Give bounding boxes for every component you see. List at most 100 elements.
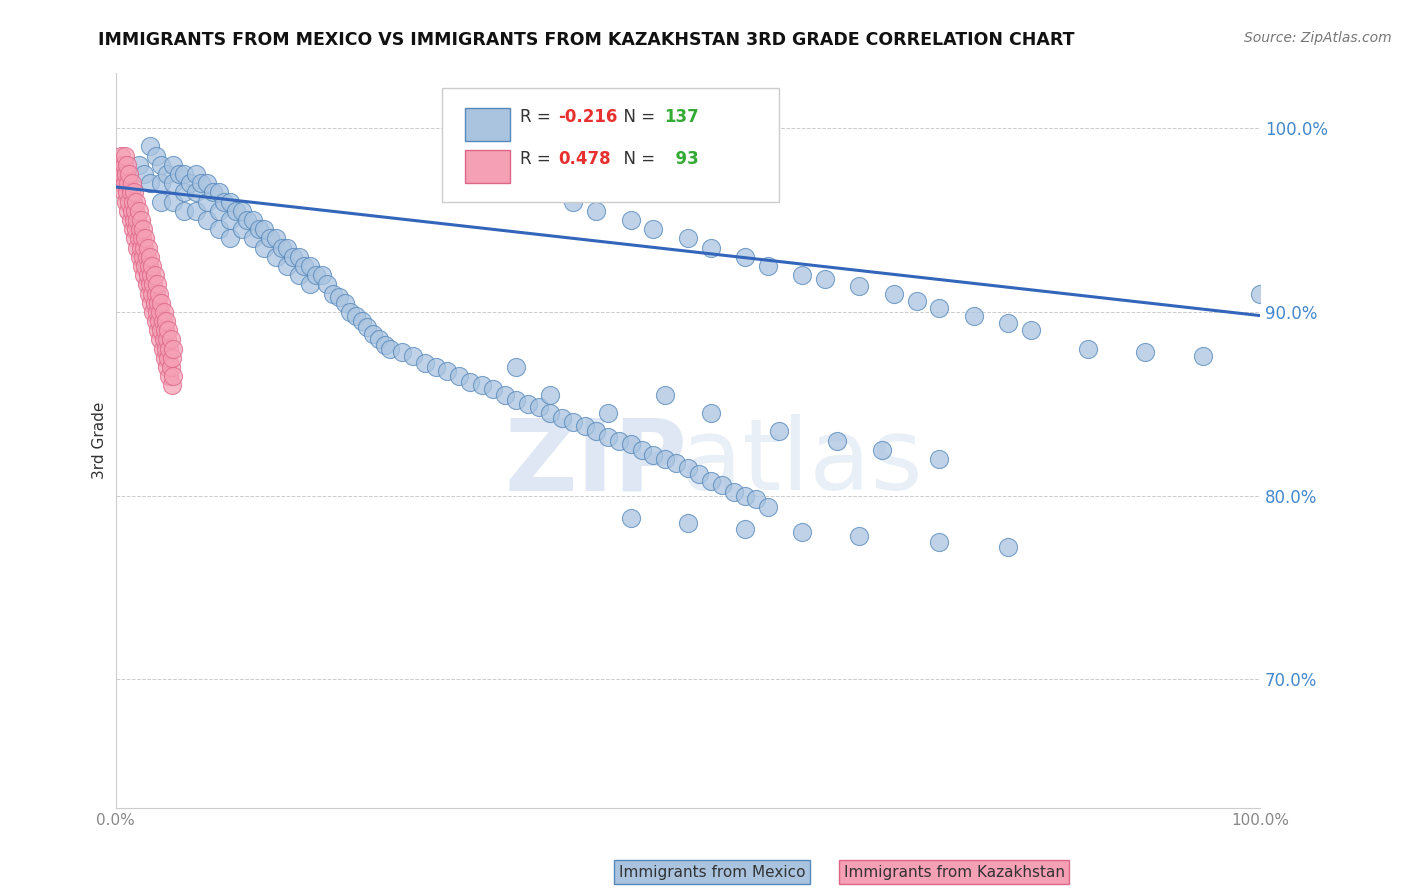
Point	[173, 203, 195, 218]
Point	[125, 194, 148, 209]
Point	[122, 213, 145, 227]
Point	[619, 213, 641, 227]
Text: 137: 137	[664, 108, 699, 126]
Point	[139, 277, 162, 292]
Point	[162, 158, 184, 172]
Point	[1077, 342, 1099, 356]
Point	[152, 342, 174, 356]
Point	[156, 167, 179, 181]
Point	[145, 149, 167, 163]
Point	[134, 167, 156, 181]
Point	[756, 259, 779, 273]
Point	[380, 342, 402, 356]
Point	[121, 176, 143, 190]
Point	[264, 250, 287, 264]
Point	[361, 326, 384, 341]
Point	[247, 222, 270, 236]
Point	[146, 305, 169, 319]
Point	[734, 489, 756, 503]
Point	[114, 149, 136, 163]
Point	[124, 203, 146, 218]
Point	[134, 259, 156, 273]
Point	[157, 323, 180, 337]
Point	[264, 231, 287, 245]
Point	[134, 268, 156, 282]
Point	[173, 186, 195, 200]
Point	[299, 277, 322, 292]
Point	[883, 286, 905, 301]
Point	[482, 382, 505, 396]
Point	[162, 176, 184, 190]
Point	[654, 387, 676, 401]
Point	[132, 250, 155, 264]
Point	[150, 323, 173, 337]
Text: Immigrants from Mexico: Immigrants from Mexico	[619, 865, 806, 880]
Point	[110, 149, 132, 163]
Point	[138, 259, 160, 273]
Point	[825, 434, 848, 448]
Point	[688, 467, 710, 481]
Point	[734, 250, 756, 264]
Point	[139, 250, 162, 264]
Point	[135, 250, 157, 264]
Point	[128, 203, 150, 218]
Point	[132, 222, 155, 236]
Point	[115, 167, 138, 181]
Point	[153, 351, 176, 365]
Point	[699, 241, 721, 255]
Point	[136, 268, 159, 282]
Point	[963, 309, 986, 323]
Point	[562, 415, 585, 429]
Point	[322, 286, 344, 301]
Point	[135, 277, 157, 292]
Point	[146, 277, 169, 292]
Point	[141, 259, 163, 273]
Point	[344, 309, 367, 323]
Point	[159, 333, 181, 347]
Point	[184, 186, 207, 200]
Point	[146, 295, 169, 310]
Point	[356, 319, 378, 334]
Text: -0.216: -0.216	[558, 108, 617, 126]
Point	[643, 222, 665, 236]
Point	[619, 510, 641, 524]
Point	[160, 351, 183, 365]
Point	[195, 176, 218, 190]
Point	[253, 241, 276, 255]
Point	[242, 231, 264, 245]
Point	[145, 314, 167, 328]
Point	[425, 359, 447, 374]
Point	[117, 176, 139, 190]
Point	[768, 425, 790, 439]
Point	[436, 364, 458, 378]
Point	[142, 277, 165, 292]
Point	[236, 213, 259, 227]
Point	[110, 158, 132, 172]
Point	[665, 456, 688, 470]
Text: Immigrants from Kazakhstan: Immigrants from Kazakhstan	[844, 865, 1064, 880]
Point	[540, 406, 562, 420]
Point	[112, 158, 135, 172]
Point	[792, 268, 814, 282]
Point	[150, 295, 173, 310]
Point	[596, 430, 619, 444]
Point	[259, 231, 281, 245]
Point	[540, 387, 562, 401]
Text: IMMIGRANTS FROM MEXICO VS IMMIGRANTS FROM KAZAKHSTAN 3RD GRADE CORRELATION CHART: IMMIGRANTS FROM MEXICO VS IMMIGRANTS FRO…	[98, 31, 1076, 49]
Point	[619, 437, 641, 451]
Point	[160, 378, 183, 392]
Point	[723, 485, 745, 500]
Point	[997, 316, 1019, 330]
Point	[402, 349, 425, 363]
Point	[131, 259, 153, 273]
Point	[128, 222, 150, 236]
Point	[294, 259, 316, 273]
Point	[814, 272, 837, 286]
Point	[699, 406, 721, 420]
Point	[231, 222, 253, 236]
Point	[928, 451, 950, 466]
Point	[596, 406, 619, 420]
Point	[585, 203, 607, 218]
Point	[643, 448, 665, 462]
Point	[505, 393, 527, 408]
